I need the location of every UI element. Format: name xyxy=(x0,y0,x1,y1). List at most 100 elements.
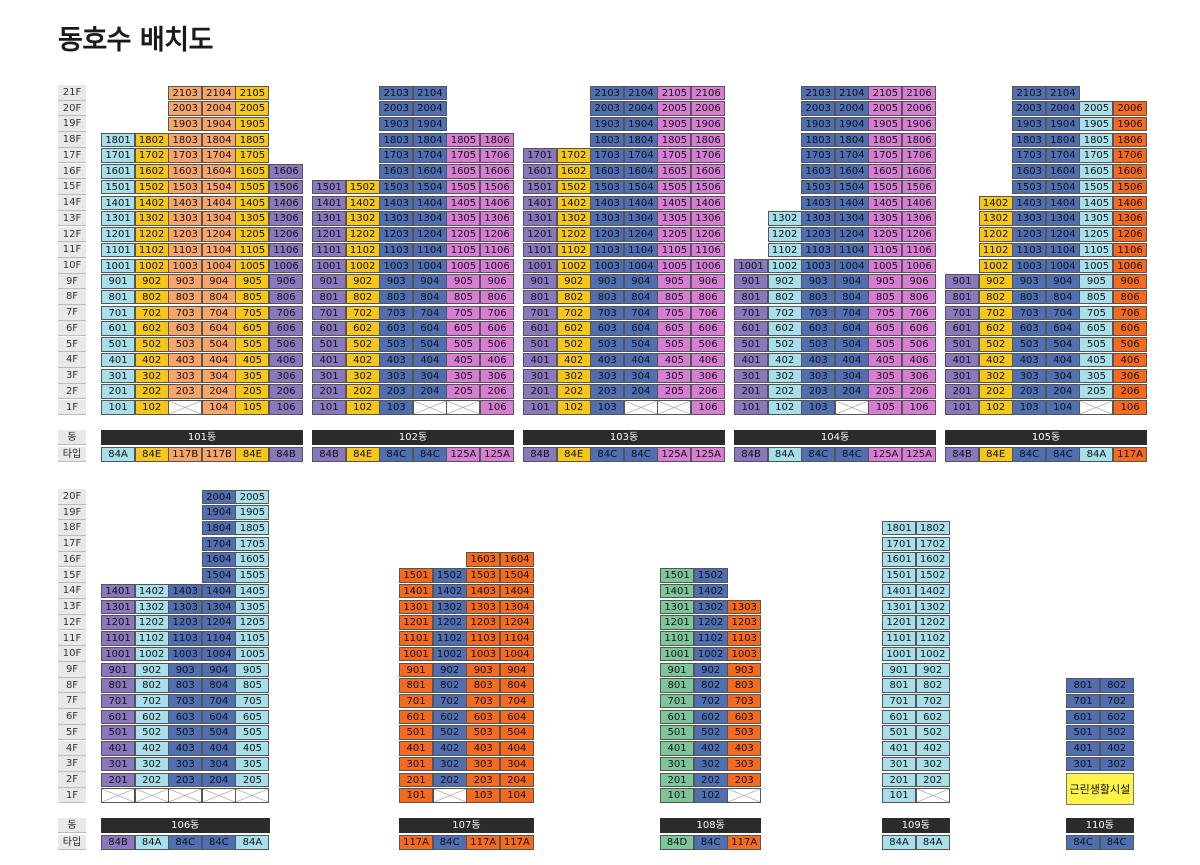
unit-cell[interactable]: 1904 xyxy=(1045,116,1080,132)
unit-cell[interactable]: 903 xyxy=(168,274,203,289)
unit-cell[interactable]: 1406 xyxy=(902,195,937,211)
unit-cell[interactable]: 1103 xyxy=(168,242,203,258)
unit-cell[interactable]: 203 xyxy=(1012,384,1047,399)
unit-cell[interactable]: 603 xyxy=(1012,321,1047,336)
unit-cell[interactable]: 1204 xyxy=(201,227,236,242)
unit-cell[interactable]: 706 xyxy=(480,305,515,321)
unit-cell[interactable]: 1904 xyxy=(834,116,869,132)
unit-cell[interactable]: 301 xyxy=(101,756,136,772)
unit-cell[interactable]: 501 xyxy=(101,337,136,352)
unit-cell[interactable]: 1403 xyxy=(168,583,203,599)
unit-cell[interactable]: 303 xyxy=(168,756,203,772)
unit-cell[interactable]: 501 xyxy=(882,725,917,740)
unit-cell[interactable]: 206 xyxy=(902,384,937,399)
unit-cell[interactable]: 1503 xyxy=(168,179,203,195)
unit-cell[interactable]: 1505 xyxy=(1079,179,1114,195)
unit-cell[interactable]: 2005 xyxy=(235,489,270,504)
unit-cell[interactable]: 904 xyxy=(499,662,534,678)
unit-cell[interactable]: 1104 xyxy=(623,242,658,258)
unit-cell[interactable]: 201 xyxy=(399,772,434,788)
unit-cell[interactable]: 202 xyxy=(432,772,467,788)
unit-cell[interactable]: 2005 xyxy=(1079,101,1114,116)
unit-cell[interactable]: 1505 xyxy=(235,568,270,583)
unit-cell[interactable]: 2006 xyxy=(902,101,937,116)
unit-cell[interactable]: 1506 xyxy=(480,179,515,195)
unit-cell[interactable]: 502 xyxy=(556,337,591,352)
unit-cell[interactable]: 1602 xyxy=(134,164,169,179)
unit-cell[interactable]: 603 xyxy=(466,709,501,725)
unit-cell[interactable]: 1205 xyxy=(235,615,270,630)
unit-cell[interactable]: 2105 xyxy=(235,85,270,100)
unit-cell[interactable]: 101 xyxy=(312,400,347,415)
unit-cell[interactable]: 1401 xyxy=(101,583,136,599)
unit-cell[interactable]: 2006 xyxy=(691,101,726,116)
unit-cell[interactable]: 1301 xyxy=(399,599,434,615)
unit-cell[interactable]: 206 xyxy=(269,384,304,399)
unit-cell[interactable]: 1505 xyxy=(868,179,903,195)
unit-cell[interactable]: 303 xyxy=(379,368,414,384)
unit-cell[interactable]: 1405 xyxy=(446,195,481,211)
unit-cell[interactable]: 1306 xyxy=(269,211,304,226)
unit-cell[interactable]: 1606 xyxy=(269,164,304,179)
unit-cell[interactable]: 101 xyxy=(101,400,136,415)
unit-cell[interactable]: 1905 xyxy=(1079,116,1114,132)
unit-cell[interactable]: 402 xyxy=(432,741,467,756)
unit-cell[interactable]: 703 xyxy=(1012,305,1047,321)
unit-cell[interactable]: 401 xyxy=(101,741,136,756)
unit-cell[interactable]: 401 xyxy=(399,741,434,756)
unit-cell[interactable]: 906 xyxy=(269,274,304,289)
unit-cell[interactable]: 306 xyxy=(902,368,937,384)
unit-cell[interactable]: 503 xyxy=(168,725,203,740)
unit-cell[interactable]: 1203 xyxy=(801,227,836,242)
unit-cell[interactable]: 1903 xyxy=(168,116,203,132)
unit-cell[interactable]: 1106 xyxy=(691,242,726,258)
unit-cell[interactable]: 401 xyxy=(523,352,558,368)
unit-cell[interactable]: 706 xyxy=(691,305,726,321)
unit-cell[interactable]: 804 xyxy=(201,678,236,693)
unit-cell[interactable]: 701 xyxy=(1066,693,1101,709)
unit-cell[interactable]: 1804 xyxy=(834,132,869,148)
unit-cell[interactable]: 902 xyxy=(978,274,1013,289)
unit-cell[interactable]: 1804 xyxy=(201,520,236,536)
unit-cell[interactable]: 1705 xyxy=(235,148,270,163)
unit-cell[interactable]: 104 xyxy=(201,400,236,415)
unit-cell[interactable]: 1506 xyxy=(691,179,726,195)
unit-cell[interactable]: 604 xyxy=(201,709,236,725)
unit-cell[interactable]: 302 xyxy=(767,368,802,384)
unit-cell[interactable]: 604 xyxy=(1045,321,1080,336)
unit-cell[interactable]: 704 xyxy=(623,305,658,321)
unit-cell[interactable]: 606 xyxy=(1113,321,1148,336)
unit-cell[interactable]: 705 xyxy=(235,305,270,321)
unit-cell[interactable]: 702 xyxy=(978,305,1013,321)
unit-cell[interactable]: 504 xyxy=(1045,337,1080,352)
unit-cell[interactable]: 1405 xyxy=(868,195,903,211)
unit-cell[interactable]: 903 xyxy=(801,274,836,289)
unit-cell[interactable]: 901 xyxy=(399,662,434,678)
unit-cell[interactable]: 702 xyxy=(556,305,591,321)
unit-cell[interactable]: 2103 xyxy=(801,85,836,100)
unit-cell[interactable]: 1903 xyxy=(1012,116,1047,132)
unit-cell[interactable]: 1603 xyxy=(801,164,836,179)
unit-cell[interactable]: 203 xyxy=(727,772,762,788)
unit-cell[interactable]: 1003 xyxy=(379,258,414,274)
unit-cell[interactable]: 1301 xyxy=(882,599,917,615)
unit-cell[interactable]: 601 xyxy=(660,709,695,725)
unit-cell[interactable]: 204 xyxy=(201,772,236,788)
unit-cell[interactable]: 601 xyxy=(882,709,917,725)
unit-cell[interactable]: 1604 xyxy=(412,164,447,179)
unit-cell[interactable]: 602 xyxy=(556,321,591,336)
unit-cell[interactable]: 304 xyxy=(201,368,236,384)
unit-cell[interactable]: 501 xyxy=(101,725,136,740)
unit-cell[interactable]: 406 xyxy=(902,352,937,368)
unit-cell[interactable]: 1001 xyxy=(101,258,136,274)
unit-cell[interactable]: 1202 xyxy=(134,615,169,630)
unit-cell[interactable]: 202 xyxy=(134,772,169,788)
unit-cell[interactable]: 1204 xyxy=(623,227,658,242)
unit-cell[interactable]: 101 xyxy=(660,788,695,803)
unit-cell[interactable]: 806 xyxy=(691,289,726,305)
unit-cell[interactable]: 902 xyxy=(432,662,467,678)
unit-cell[interactable]: 1003 xyxy=(466,646,501,662)
unit-cell[interactable]: 305 xyxy=(235,756,270,772)
unit-cell[interactable]: 902 xyxy=(134,274,169,289)
unit-cell[interactable]: 806 xyxy=(480,289,515,305)
